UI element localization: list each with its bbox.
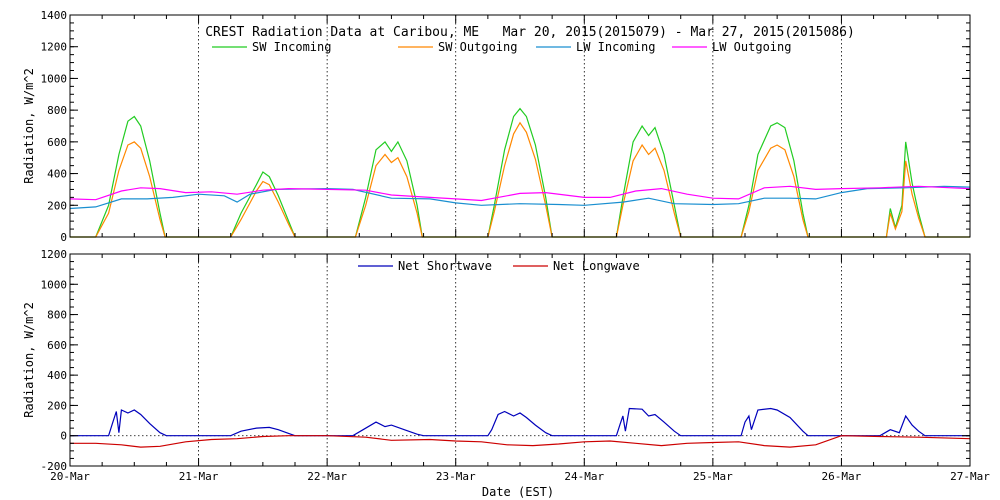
panel-1: 0 200 400 600 800 1000 1200 1400 Radiation, W/m^… [22, 9, 971, 244]
y-tick-label: 400 [47, 168, 67, 181]
series-line-net-longwave [70, 435, 971, 448]
x-tick-label: 27-Mar [950, 470, 990, 483]
y-axis-label: Radiation, W/m^2 [22, 68, 36, 184]
legend-label: LW Outgoing [712, 40, 791, 54]
legend-entry: LW Incoming [536, 40, 655, 54]
x-tick-label: 20-Mar [50, 470, 90, 483]
legend-label: SW Incoming [252, 40, 331, 54]
x-tick-label: 21-Mar [179, 470, 219, 483]
legend-label: Net Longwave [553, 259, 640, 273]
series-line-sw-incoming [70, 107, 970, 238]
chart-title: CREST Radiation Data at Caribou, ME Mar … [205, 25, 855, 40]
y-tick-label: 600 [47, 339, 67, 352]
series-line-sw-outgoing [70, 121, 970, 238]
y-tick-label: 800 [47, 309, 67, 322]
y-tick-label: 1200 [41, 41, 68, 54]
x-tick-label: 22-Mar [307, 470, 347, 483]
y-tick-label: 200 [47, 399, 67, 412]
y-tick-label: 0 [60, 430, 67, 443]
y-tick-label: 800 [47, 104, 67, 117]
y-tick-label: -200 [41, 460, 68, 473]
y-tick-label: 200 [47, 199, 67, 212]
y-tick-label: 1000 [41, 72, 68, 85]
y-tick-label: 600 [47, 136, 67, 149]
legend-entry: SW Outgoing [398, 40, 517, 54]
legend-label: LW Incoming [576, 40, 655, 54]
y-tick-label: 1400 [41, 9, 68, 22]
x-axis-label: Date (EST) [482, 485, 554, 499]
legend-entry: Net Shortwave [358, 259, 492, 273]
legend-label: Net Shortwave [398, 259, 492, 273]
y-tick-label: 400 [47, 369, 67, 382]
x-tick-label: 25-Mar [693, 470, 733, 483]
series-line-lw-incoming [69, 185, 971, 210]
y-axis-label: Radiation, W/m^2 [22, 302, 36, 418]
legend-entry: Net Longwave [513, 259, 640, 273]
series-line-lw-outgoing [69, 185, 971, 202]
x-tick-label: 24-Mar [564, 470, 604, 483]
legend-label: SW Outgoing [438, 40, 517, 54]
y-tick-label: 0 [60, 231, 67, 244]
legend-entry: SW Incoming [212, 40, 331, 54]
x-tick-label: 23-Mar [436, 470, 476, 483]
legend-entry: LW Outgoing [672, 40, 791, 54]
y-tick-label: 1000 [41, 278, 68, 291]
x-tick-label: 26-Mar [822, 470, 862, 483]
y-tick-label: 1200 [41, 248, 68, 261]
panel-2: -200 0 200 400 600 800 1000 1200 20-Mar 21-Mar 22-… [22, 248, 990, 483]
series-line-net-shortwave [70, 407, 970, 437]
